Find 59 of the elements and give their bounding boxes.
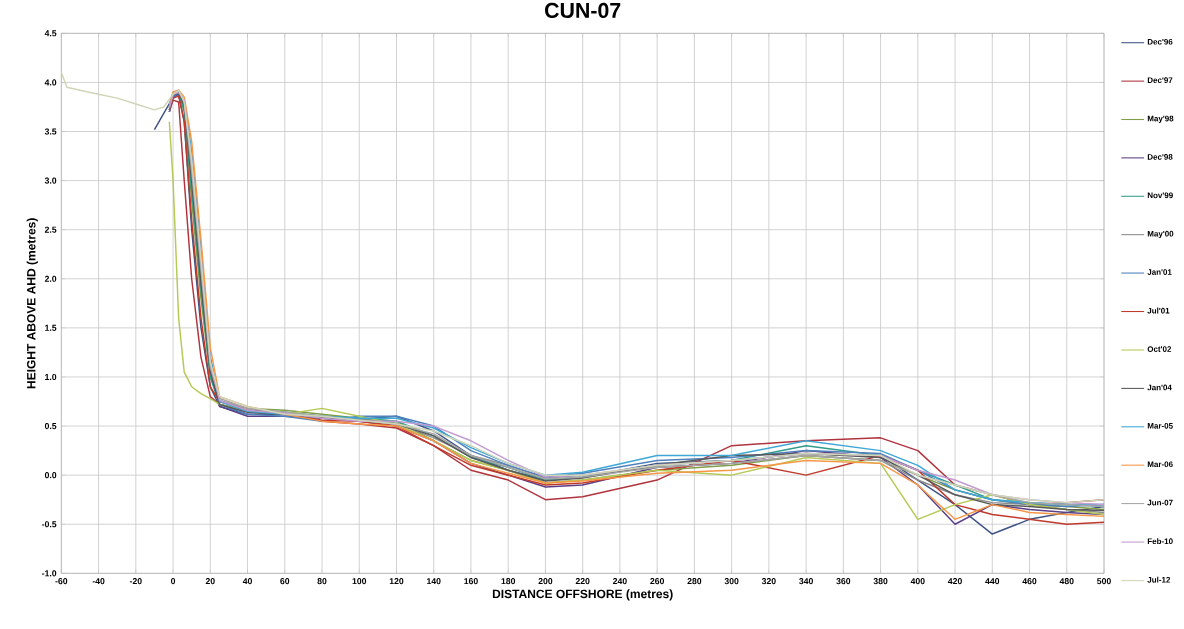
legend-label: May'00: [1147, 230, 1174, 238]
x-tick-label: 0: [170, 577, 176, 585]
x-tick-label: 80: [317, 577, 327, 585]
y-tick-label: 3.5: [44, 128, 57, 135]
legend-label: Jul-12: [1147, 576, 1171, 583]
x-tick-label: -20: [129, 577, 142, 585]
x-tick-label: 260: [650, 577, 665, 585]
x-tick-label: 100: [352, 577, 367, 585]
x-tick-label: 140: [427, 577, 441, 585]
legend-label: Dec'98: [1147, 153, 1173, 160]
x-tick-label: 180: [501, 577, 516, 585]
x-tick-label: 500: [1097, 577, 1111, 585]
x-tick-label: 200: [538, 577, 553, 585]
x-tick-label: 240: [612, 577, 627, 585]
x-tick-label: 280: [687, 577, 702, 585]
y-axis-title: HEIGHT ABOVE AHD (metres): [26, 218, 38, 389]
legend-label: Oct'02: [1147, 346, 1172, 352]
x-tick-label: 340: [799, 577, 813, 585]
chart-title: CUN-07: [545, 2, 621, 18]
y-tick-label: 4.0: [44, 79, 57, 86]
legend-label: Nov'99: [1147, 192, 1173, 198]
legend-label: Jan'04: [1147, 384, 1172, 391]
legend-label: Dec'97: [1147, 77, 1173, 83]
x-tick-label: 320: [761, 577, 776, 585]
x-tick-label: 440: [985, 577, 1000, 585]
x-tick-label: -60: [55, 577, 68, 585]
legend-label: May'98: [1147, 115, 1174, 123]
x-tick-label: 480: [1059, 577, 1074, 585]
y-tick-label: 0.5: [44, 422, 57, 429]
x-tick-label: 400: [910, 577, 925, 585]
y-tick-label: 0.0: [44, 471, 57, 479]
x-tick-label: 160: [464, 577, 478, 585]
y-tick-label: 1.0: [45, 373, 57, 380]
x-tick-label: 380: [873, 577, 888, 585]
x-tick-label: 60: [280, 577, 290, 585]
y-tick-label: 4.5: [44, 30, 57, 37]
x-tick-label: 300: [724, 577, 739, 585]
y-tick-label: 2.5: [44, 226, 57, 233]
y-tick-label: 1.5: [45, 324, 57, 331]
x-axis-title: DISTANCE OFFSHORE (metres): [492, 589, 673, 601]
legend-label: Mar-06: [1147, 461, 1173, 467]
y-tick-label: -1.0: [42, 570, 57, 577]
y-tick-label: -0.5: [42, 521, 57, 528]
x-tick-label: 460: [1022, 577, 1037, 585]
x-tick-label: -40: [92, 577, 105, 585]
legend-label: Dec'96: [1147, 38, 1173, 45]
x-tick-label: 420: [947, 577, 962, 585]
y-tick-label: 2.0: [44, 275, 57, 282]
legend-label: Jan'01: [1147, 269, 1172, 275]
x-tick-label: 40: [242, 577, 252, 585]
x-tick-label: 220: [575, 577, 590, 585]
legend-label: Jul'01: [1147, 307, 1170, 314]
legend-label: Mar-05: [1147, 422, 1173, 429]
legend-label: Feb-10: [1147, 537, 1173, 544]
y-tick-label: 3.0: [44, 177, 57, 184]
x-tick-label: 20: [205, 577, 215, 585]
x-tick-label: 360: [836, 577, 851, 585]
legend-label: Jun-07: [1147, 499, 1173, 506]
x-tick-label: 120: [389, 577, 404, 585]
